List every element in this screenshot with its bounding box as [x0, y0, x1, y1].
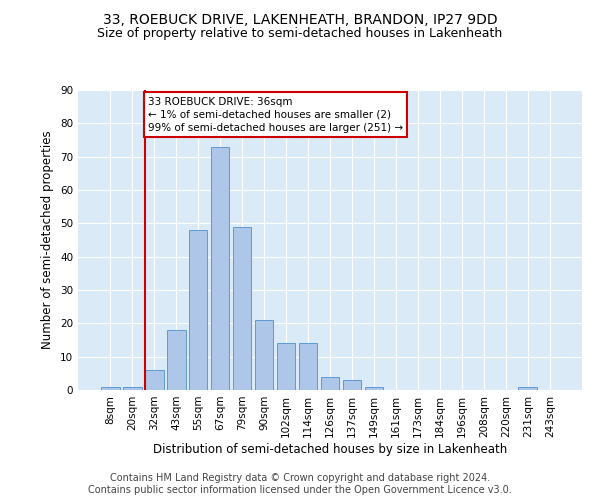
Text: Distribution of semi-detached houses by size in Lakenheath: Distribution of semi-detached houses by …: [153, 442, 507, 456]
Bar: [211, 146, 229, 390]
Text: 33 ROEBUCK DRIVE: 36sqm
← 1% of semi-detached houses are smaller (2)
99% of semi: 33 ROEBUCK DRIVE: 36sqm ← 1% of semi-det…: [148, 96, 403, 133]
Bar: [233, 226, 251, 390]
Bar: [518, 386, 537, 390]
Bar: [123, 386, 142, 390]
Bar: [101, 386, 119, 390]
Text: 33, ROEBUCK DRIVE, LAKENHEATH, BRANDON, IP27 9DD: 33, ROEBUCK DRIVE, LAKENHEATH, BRANDON, …: [103, 12, 497, 26]
Bar: [277, 344, 295, 390]
Bar: [299, 344, 317, 390]
Bar: [365, 386, 383, 390]
Y-axis label: Number of semi-detached properties: Number of semi-detached properties: [41, 130, 55, 350]
Text: Size of property relative to semi-detached houses in Lakenheath: Size of property relative to semi-detach…: [97, 28, 503, 40]
Bar: [189, 230, 208, 390]
Bar: [343, 380, 361, 390]
Bar: [145, 370, 164, 390]
Bar: [255, 320, 274, 390]
Bar: [167, 330, 185, 390]
Bar: [320, 376, 340, 390]
Text: Contains HM Land Registry data © Crown copyright and database right 2024.
Contai: Contains HM Land Registry data © Crown c…: [88, 474, 512, 495]
